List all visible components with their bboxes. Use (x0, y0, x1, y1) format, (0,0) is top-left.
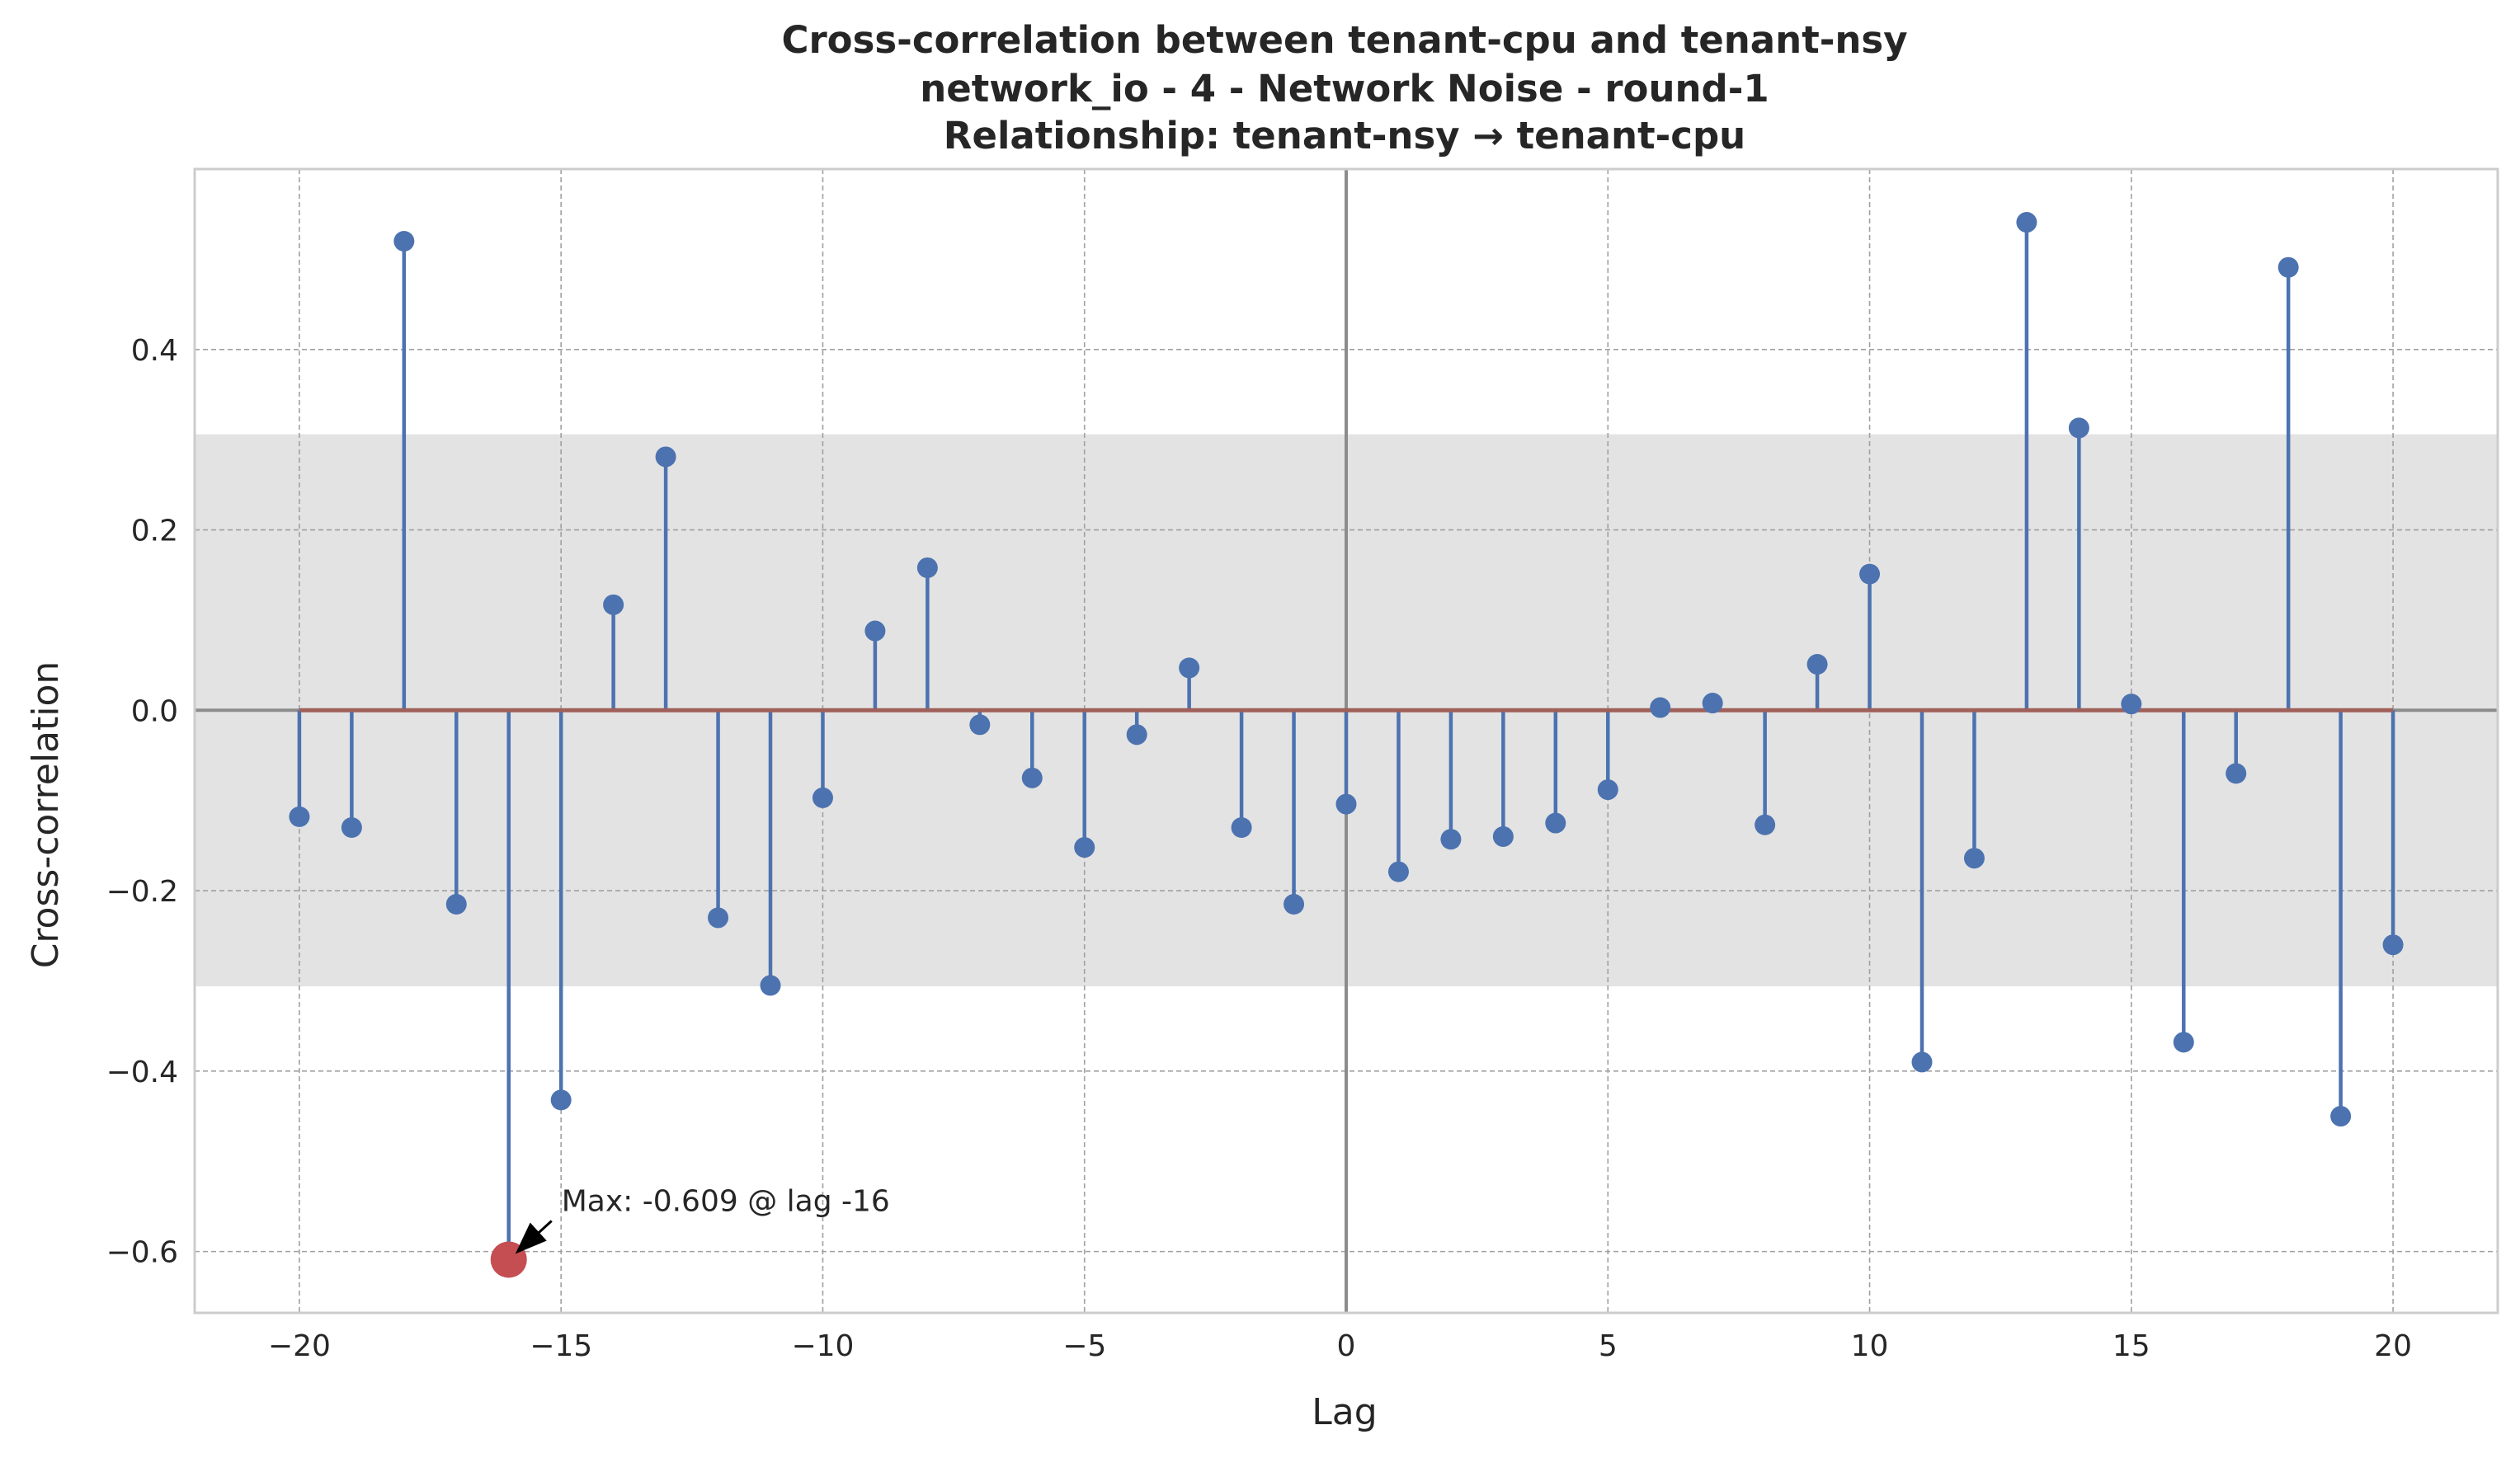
chart-title-line-2: network_io - 4 - Network Noise - round-1 (920, 67, 1769, 111)
x-tick-label: 15 (2113, 1329, 2150, 1363)
plot-frame (193, 167, 2499, 1315)
stem-marker (1702, 693, 1723, 714)
x-tick-label: 0 (1337, 1329, 1356, 1363)
stem-marker (2121, 694, 2142, 715)
y-tick-label: −0.2 (106, 875, 178, 909)
y-tick-label: 0.4 (131, 334, 178, 368)
stem-marker (655, 446, 676, 468)
chart-title-line-3: Relationship: tenant-nsy → tenant-cpu (944, 114, 1745, 158)
annotation-arrow-head (515, 1222, 547, 1254)
stem-marker (708, 907, 729, 929)
stem-marker (2068, 417, 2089, 439)
stem-marker (393, 231, 415, 252)
stem-marker (550, 1089, 572, 1111)
stem-marker (1231, 817, 1252, 839)
stem-marker (1650, 697, 1671, 718)
y-tick-label: 0.0 (131, 694, 178, 728)
stem-marker (864, 620, 886, 642)
y-tick-label: 0.2 (131, 515, 178, 548)
stem-marker (1859, 563, 1881, 585)
stem-marker (2382, 934, 2404, 956)
stem-marker (812, 787, 833, 808)
x-axis-label: Lag (1312, 1391, 1377, 1433)
x-tick-label: −15 (530, 1329, 592, 1363)
stem-marker (1545, 812, 1566, 834)
stem-marker (2016, 212, 2037, 233)
stem-marker (1021, 767, 1043, 788)
stem-marker (1597, 779, 1618, 801)
stem-marker (603, 594, 624, 615)
stem-marker (289, 806, 310, 827)
y-tick-label: −0.6 (106, 1236, 178, 1270)
y-axis-label: Cross-correlation (25, 661, 67, 969)
stem-marker (969, 714, 991, 736)
stem-marker (1806, 654, 1828, 675)
x-tick-label: −20 (268, 1329, 331, 1363)
y-tick-label: −0.4 (106, 1056, 178, 1089)
max-annotation-text: Max: -0.609 @ lag -16 (562, 1184, 890, 1218)
stem-marker (1440, 829, 1462, 850)
stem-marker (1335, 793, 1357, 815)
x-tick-label: −10 (791, 1329, 854, 1363)
stem-marker (2277, 256, 2299, 278)
x-tick-label: 20 (2374, 1329, 2412, 1363)
stem-marker (2330, 1106, 2352, 1127)
stem-marker (1074, 837, 1095, 858)
stem-marker (2173, 1032, 2194, 1053)
stem-marker (1284, 893, 1305, 915)
stem-marker (1963, 848, 1985, 869)
stem-marker (1755, 814, 1776, 835)
stem-marker (1911, 1051, 1933, 1073)
stem-marker (1387, 861, 1409, 882)
stem-marker (760, 975, 781, 996)
stem-marker (1126, 724, 1147, 745)
stem-marker (1492, 825, 1514, 847)
x-tick-label: 5 (1599, 1329, 1618, 1363)
stem-marker (1179, 657, 1200, 679)
chart-title-line-1: Cross-correlation between tenant-cpu and… (781, 18, 1907, 62)
stem-marker (2226, 763, 2247, 784)
plot-area: Max: -0.609 @ lag -16 −20 −15 −10 −5 0 5 10 15 20… (106, 167, 2499, 1363)
x-tick-label: 10 (1851, 1329, 1889, 1363)
stem-marker (445, 893, 467, 915)
x-tick-label: −5 (1062, 1329, 1106, 1363)
stem-marker (916, 557, 938, 578)
stem-marker (341, 817, 362, 839)
